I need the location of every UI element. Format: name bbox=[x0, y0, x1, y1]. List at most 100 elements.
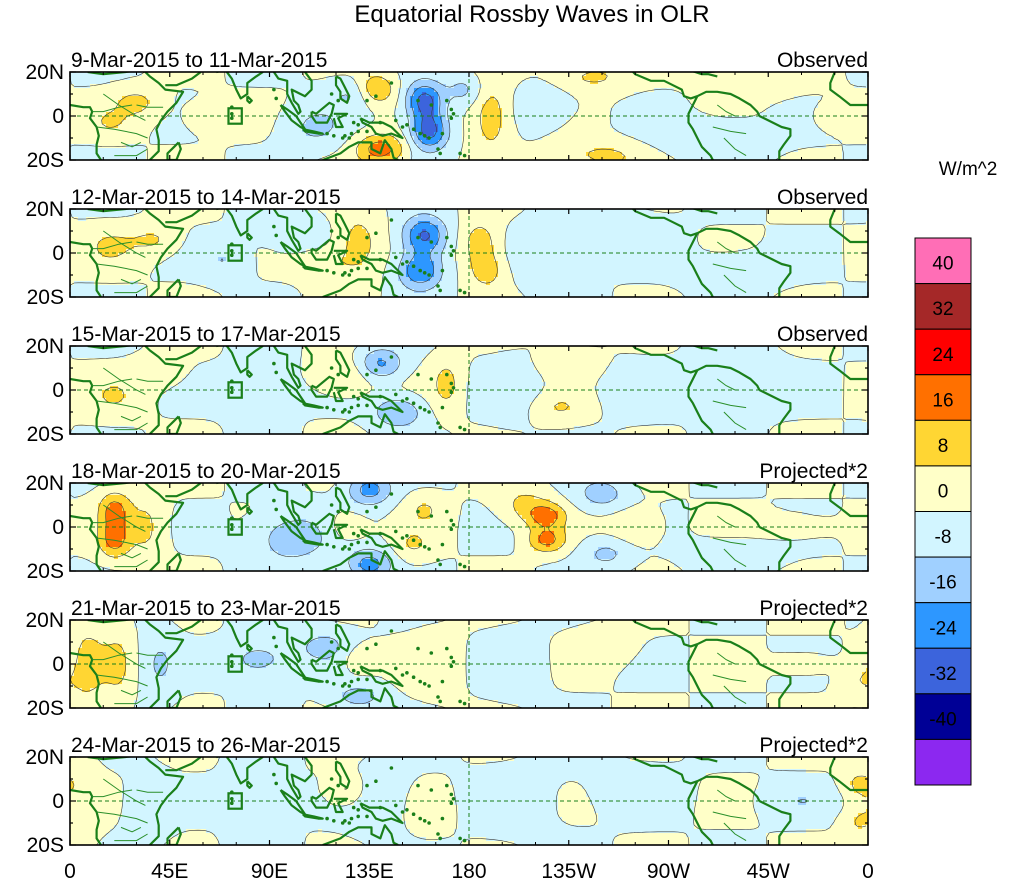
olr-cell bbox=[530, 116, 535, 121]
olr-cell bbox=[458, 213, 463, 218]
olr-cell bbox=[746, 144, 751, 149]
olr-cell bbox=[586, 76, 591, 81]
olr-cell bbox=[510, 124, 515, 129]
olr-cell bbox=[278, 132, 283, 137]
olr-cell bbox=[790, 76, 795, 81]
olr-cell bbox=[238, 108, 243, 113]
olr-cell bbox=[610, 120, 615, 125]
olr-cell bbox=[722, 144, 727, 149]
olr-cell bbox=[138, 84, 143, 89]
olr-cell bbox=[250, 132, 255, 137]
olr-cell bbox=[290, 72, 295, 77]
olr-cell bbox=[106, 76, 111, 81]
olr-cell bbox=[98, 96, 103, 101]
olr-cell bbox=[406, 144, 411, 149]
olr-cell bbox=[694, 76, 699, 81]
olr-cell bbox=[698, 128, 703, 133]
olr-cell bbox=[298, 209, 303, 214]
olr-cell bbox=[314, 80, 319, 85]
olr-cell bbox=[558, 140, 563, 145]
olr-cell bbox=[430, 132, 435, 137]
y-tick-label: 20S bbox=[27, 149, 64, 172]
olr-cell bbox=[430, 96, 435, 101]
olr-cell bbox=[654, 132, 659, 137]
olr-cell bbox=[542, 152, 547, 157]
olr-cell bbox=[462, 112, 467, 117]
olr-cell bbox=[618, 128, 623, 133]
olr-cell bbox=[374, 104, 379, 109]
olr-cell bbox=[690, 213, 695, 218]
olr-cell bbox=[346, 152, 351, 157]
olr-cell bbox=[286, 120, 291, 125]
olr-cell bbox=[450, 132, 455, 137]
olr-cell bbox=[394, 88, 399, 93]
olr-cell bbox=[482, 84, 487, 89]
olr-cell bbox=[182, 72, 187, 77]
olr-cell bbox=[738, 156, 743, 160]
olr-cell bbox=[846, 209, 851, 214]
olr-cell bbox=[522, 120, 527, 125]
olr-cell bbox=[662, 213, 667, 218]
olr-cell bbox=[202, 132, 207, 137]
olr-cell bbox=[350, 108, 355, 113]
olr-cell bbox=[198, 136, 203, 141]
olr-cell bbox=[622, 100, 627, 105]
olr-cell bbox=[514, 72, 519, 77]
olr-cell bbox=[802, 108, 807, 113]
olr-cell bbox=[754, 92, 759, 97]
olr-cell bbox=[306, 140, 311, 145]
olr-cell bbox=[246, 108, 251, 113]
olr-cell bbox=[550, 104, 555, 109]
olr-cell bbox=[262, 128, 267, 133]
olr-cell bbox=[854, 120, 859, 125]
olr-cell bbox=[366, 108, 371, 113]
olr-cell bbox=[454, 124, 459, 129]
olr-cell bbox=[198, 92, 203, 97]
olr-cell bbox=[78, 92, 83, 97]
olr-cell bbox=[858, 148, 863, 153]
olr-cell bbox=[662, 80, 667, 85]
olr-cell bbox=[434, 124, 439, 129]
olr-cell bbox=[738, 124, 743, 129]
olr-cell bbox=[758, 96, 763, 101]
olr-cell bbox=[278, 140, 283, 145]
olr-cell bbox=[834, 124, 839, 129]
olr-cell bbox=[570, 140, 575, 145]
olr-cell bbox=[598, 96, 603, 101]
olr-cell bbox=[102, 104, 107, 109]
olr-cell bbox=[498, 100, 503, 105]
olr-cell bbox=[326, 108, 331, 113]
olr-cell bbox=[354, 104, 359, 109]
olr-cell bbox=[138, 213, 143, 218]
olr-cell bbox=[578, 120, 583, 125]
olr-cell bbox=[738, 152, 743, 157]
olr-cell bbox=[82, 100, 87, 105]
olr-cell bbox=[122, 84, 127, 89]
olr-cell bbox=[130, 120, 135, 125]
olr-cell bbox=[794, 88, 799, 93]
olr-cell bbox=[670, 88, 675, 93]
olr-cell bbox=[726, 128, 731, 133]
olr-cell bbox=[74, 92, 79, 97]
olr-cell bbox=[326, 72, 331, 77]
olr-cell bbox=[170, 92, 175, 97]
olr-cell bbox=[842, 213, 847, 218]
olr-cell bbox=[502, 112, 507, 117]
olr-cell bbox=[618, 108, 623, 113]
olr-cell bbox=[774, 92, 779, 97]
olr-cell bbox=[390, 136, 395, 141]
olr-cell bbox=[126, 136, 131, 141]
olr-cell bbox=[502, 76, 507, 81]
olr-cell bbox=[718, 84, 723, 89]
olr-cell bbox=[138, 112, 143, 117]
olr-cell bbox=[586, 88, 591, 93]
olr-cell bbox=[502, 100, 507, 105]
olr-cell bbox=[250, 136, 255, 141]
olr-cell bbox=[138, 124, 143, 129]
olr-cell bbox=[134, 88, 139, 93]
olr-cell bbox=[126, 92, 131, 97]
olr-cell bbox=[546, 104, 551, 109]
olr-cell bbox=[782, 124, 787, 129]
olr-cell bbox=[466, 152, 471, 157]
olr-cell bbox=[866, 112, 868, 117]
